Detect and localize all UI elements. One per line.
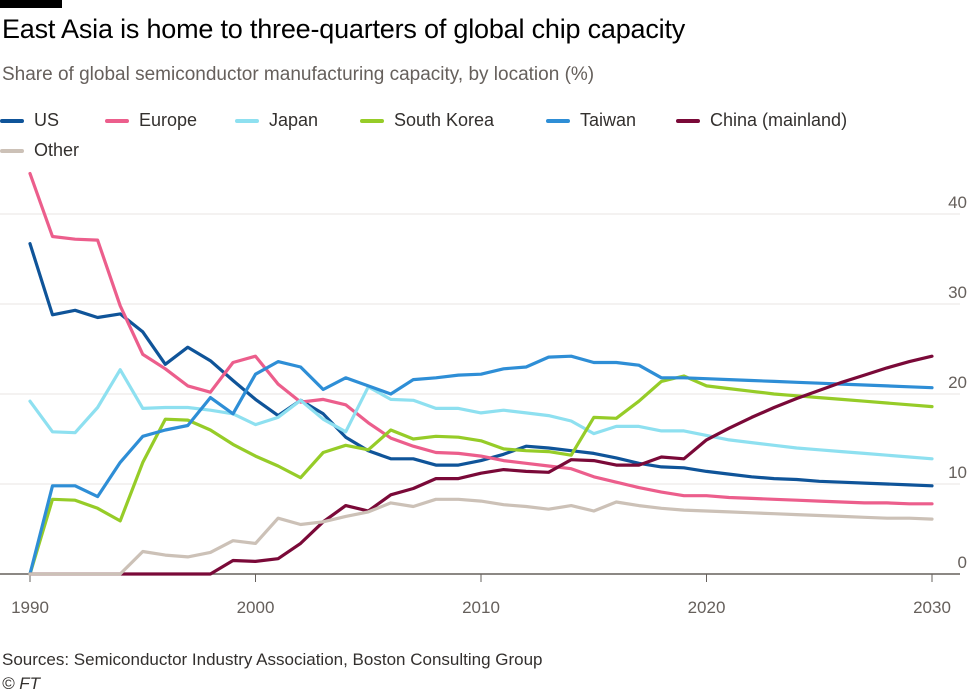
legend: US Europe Japan South Korea Taiwan China (mai…: [0, 110, 960, 170]
legend-swatch: [105, 118, 129, 123]
legend-label: Japan: [269, 110, 319, 130]
legend-item-china-mainland: China (mainland): [676, 110, 847, 131]
legend-label: China (mainland): [710, 110, 848, 130]
legend-swatch: [0, 118, 24, 123]
legend-item-japan: Japan: [235, 110, 318, 131]
y-tick-label: 30: [948, 283, 967, 302]
y-tick-label: 0: [958, 553, 967, 572]
series-lines: [28, 171, 934, 576]
chart-subtitle: Share of global semiconductor manufactur…: [2, 64, 595, 85]
legend-label: Other: [34, 140, 80, 160]
series-line-us: [28, 242, 934, 488]
series-line-europe: [28, 171, 934, 506]
series-line-china-mainland: [28, 354, 934, 576]
y-tick-label: 10: [948, 463, 967, 482]
legend-label: Europe: [139, 110, 198, 130]
brand-bar: [0, 0, 62, 8]
source-note: Sources: Semiconductor Industry Associat…: [2, 650, 543, 669]
legend-item-south-korea: South Korea: [360, 110, 494, 131]
x-tick-label: 1990: [11, 598, 49, 617]
series-line-south-korea: [28, 374, 934, 576]
legend-item-europe: Europe: [105, 110, 197, 131]
legend-swatch: [546, 118, 570, 123]
x-tick-label: 2030: [913, 598, 951, 617]
gridlines: [0, 213, 960, 575]
x-tick-label: 2010: [462, 598, 500, 617]
legend-swatch: [235, 118, 259, 123]
x-tick-label: 2020: [688, 598, 726, 617]
y-tick-label: 20: [948, 373, 967, 392]
legend-label: US: [34, 110, 60, 130]
legend-label: South Korea: [394, 110, 495, 130]
series-line-japan: [28, 368, 934, 461]
y-tick-label: 40: [948, 193, 967, 212]
legend-swatch: [676, 118, 700, 123]
legend-label: Taiwan: [580, 110, 637, 130]
chart-title: East Asia is home to three-quarters of g…: [2, 14, 686, 44]
x-tick-label: 2000: [237, 598, 275, 617]
legend-item-taiwan: Taiwan: [546, 110, 636, 131]
legend-swatch: [360, 118, 384, 123]
legend-item-other: Other: [0, 140, 79, 161]
credit-note: © FT: [2, 674, 41, 693]
legend-item-us: US: [0, 110, 59, 131]
series-line-taiwan: [28, 354, 934, 576]
series-line-other: [28, 497, 934, 576]
legend-swatch: [0, 148, 24, 153]
